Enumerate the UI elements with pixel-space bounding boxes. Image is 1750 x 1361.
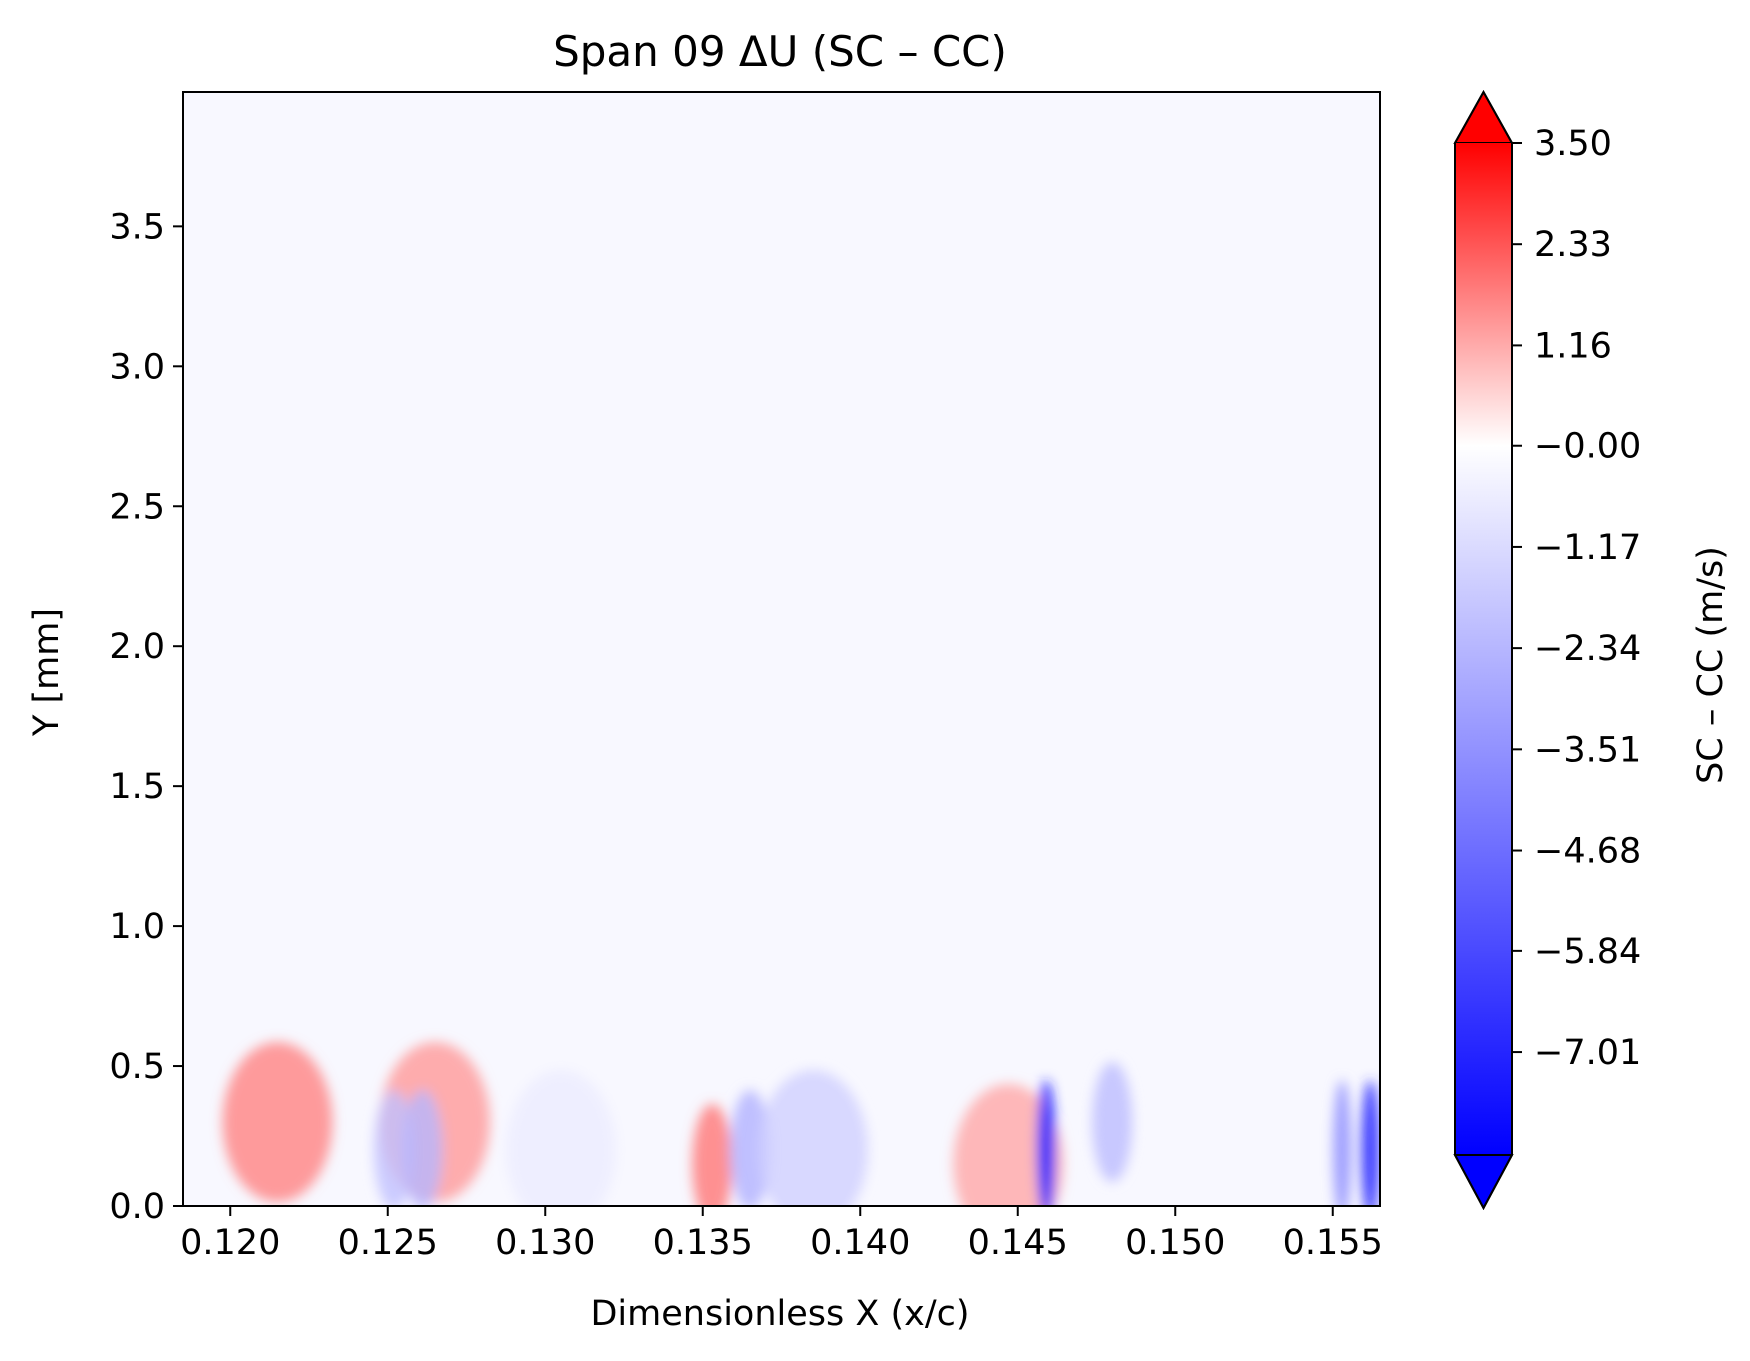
colorbar-gradient [1455,143,1512,1155]
colorbar-extend-min [1453,1154,1514,1211]
colorbar-label: SC – CC (m/s) [1691,546,1731,784]
y-tick-label: 1.5 [109,767,165,807]
heatmap-cell [1333,1080,1352,1206]
plot-area [182,91,1381,1207]
colorbar-tick-label: −7.01 [1534,1033,1641,1073]
heatmap-cell [402,1090,443,1206]
x-tick-label: 0.120 [180,1223,280,1263]
heatmap-cell [1092,1062,1133,1183]
plot-frame [182,91,1381,1207]
x-axis-label: Dimensionless X (x/c) [590,1294,969,1334]
colorbar-tick-label: −3.51 [1534,730,1641,770]
heatmap-cell [374,1090,415,1206]
heatmap-background [183,92,1380,1206]
colorbar-ticks: 3.50 2.33 1.16 −0.00 −1.17 −2.34 −3.51 −4.68 −5.… [1512,124,1641,1073]
y-tick-label: 1.0 [109,907,165,947]
x-tick-label: 0.125 [338,1223,438,1263]
colorbar-tick-label: 2.33 [1534,225,1612,265]
colorbar-extend-max [1453,89,1514,144]
colorbar-tick-label: −4.68 [1534,832,1641,872]
x-tick-label: 0.140 [810,1223,910,1263]
colorbar-tick-label: −2.34 [1534,629,1641,669]
colorbar-tick-label: 1.16 [1534,326,1612,366]
colorbar-tick-label: 3.50 [1534,124,1612,164]
x-tick-label: 0.150 [1125,1223,1225,1263]
x-axis: 0.120 0.125 0.130 0.135 0.140 0.145 0.150 0.155 [180,1206,1383,1263]
y-tick-label: 2.0 [109,627,165,667]
heatmap-cell [730,1090,770,1206]
x-tick-label: 0.135 [653,1223,753,1263]
x-tick-label: 0.145 [968,1223,1068,1263]
heatmap-cell [758,1070,868,1206]
heatmap-cell [1361,1080,1380,1206]
heatmap-cell [222,1042,333,1203]
colorbar-tick-label: −5.84 [1534,932,1641,972]
y-axis: 0.0 0.5 1.0 1.5 2.0 2.5 3.0 3.5 [109,207,183,1227]
heatmap-cell [953,1084,1064,1206]
colorbar-outline [1454,89,1513,1211]
y-tick-label: 3.5 [109,207,165,247]
heatmap-cell [506,1070,616,1206]
y-tick-label: 2.5 [109,487,165,527]
y-tick-label: 3.0 [109,347,165,387]
y-tick-label: 0.0 [109,1187,165,1227]
y-tick-label: 0.5 [109,1047,165,1087]
x-tick-label: 0.155 [1283,1223,1383,1263]
colorbar-tick-label: −0.00 [1534,427,1641,467]
heatmap-field [222,1042,1380,1206]
colorbar-tick-label: −1.17 [1534,528,1641,568]
chart-title: Span 09 ΔU (SC – CC) [553,27,1007,76]
heatmap-cell [692,1104,733,1206]
colorbar: 3.50 2.33 1.16 −0.00 −1.17 −2.34 −3.51 −4.68 −5.… [1453,89,1641,1211]
heatmap-cell [1037,1080,1056,1206]
y-axis-label: Y [mm] [27,608,67,737]
x-tick-label: 0.130 [495,1223,595,1263]
